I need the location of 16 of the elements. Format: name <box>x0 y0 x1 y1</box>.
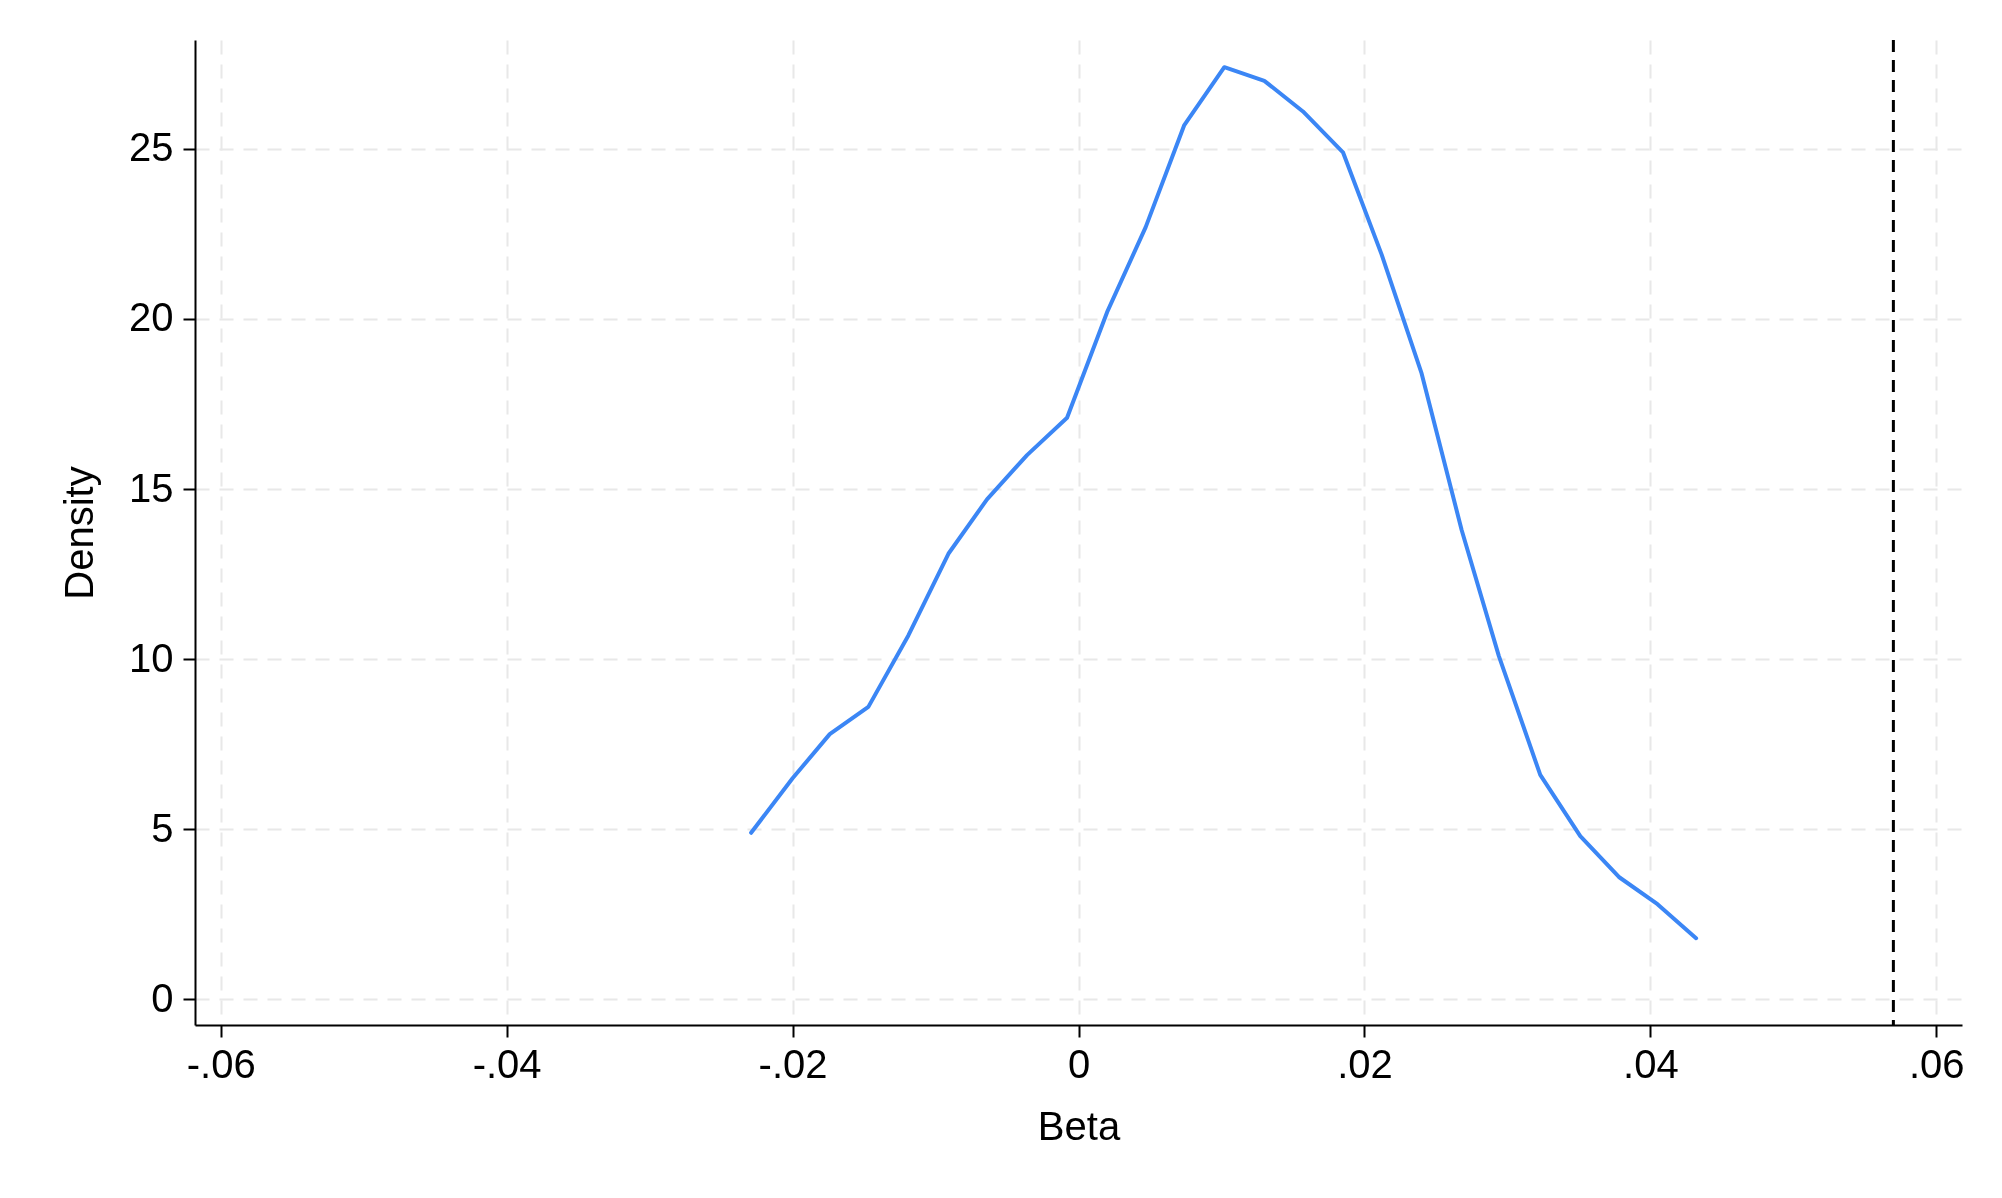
y-tick-label: 10 <box>129 635 174 680</box>
y-tick-label: 25 <box>129 125 174 170</box>
x-tick-label: -.04 <box>472 1041 542 1086</box>
x-tick-label: .02 <box>1337 1041 1393 1086</box>
y-tick-label: 0 <box>151 975 174 1020</box>
x-tick-label: .06 <box>1908 1041 1965 1086</box>
y-tick-label: 15 <box>129 465 174 510</box>
x-tick-label: -.02 <box>758 1041 828 1086</box>
y-tick-label: 5 <box>151 805 174 850</box>
x-axis-title: Beta <box>1037 1103 1121 1148</box>
y-tick-label: 20 <box>129 295 174 340</box>
y-axis-title: Density <box>57 466 102 600</box>
line-series <box>749 65 1699 941</box>
x-tick-label: -.06 <box>186 1041 256 1086</box>
x-tick-label: 0 <box>1067 1041 1091 1086</box>
x-tick-label: .04 <box>1623 1041 1679 1086</box>
